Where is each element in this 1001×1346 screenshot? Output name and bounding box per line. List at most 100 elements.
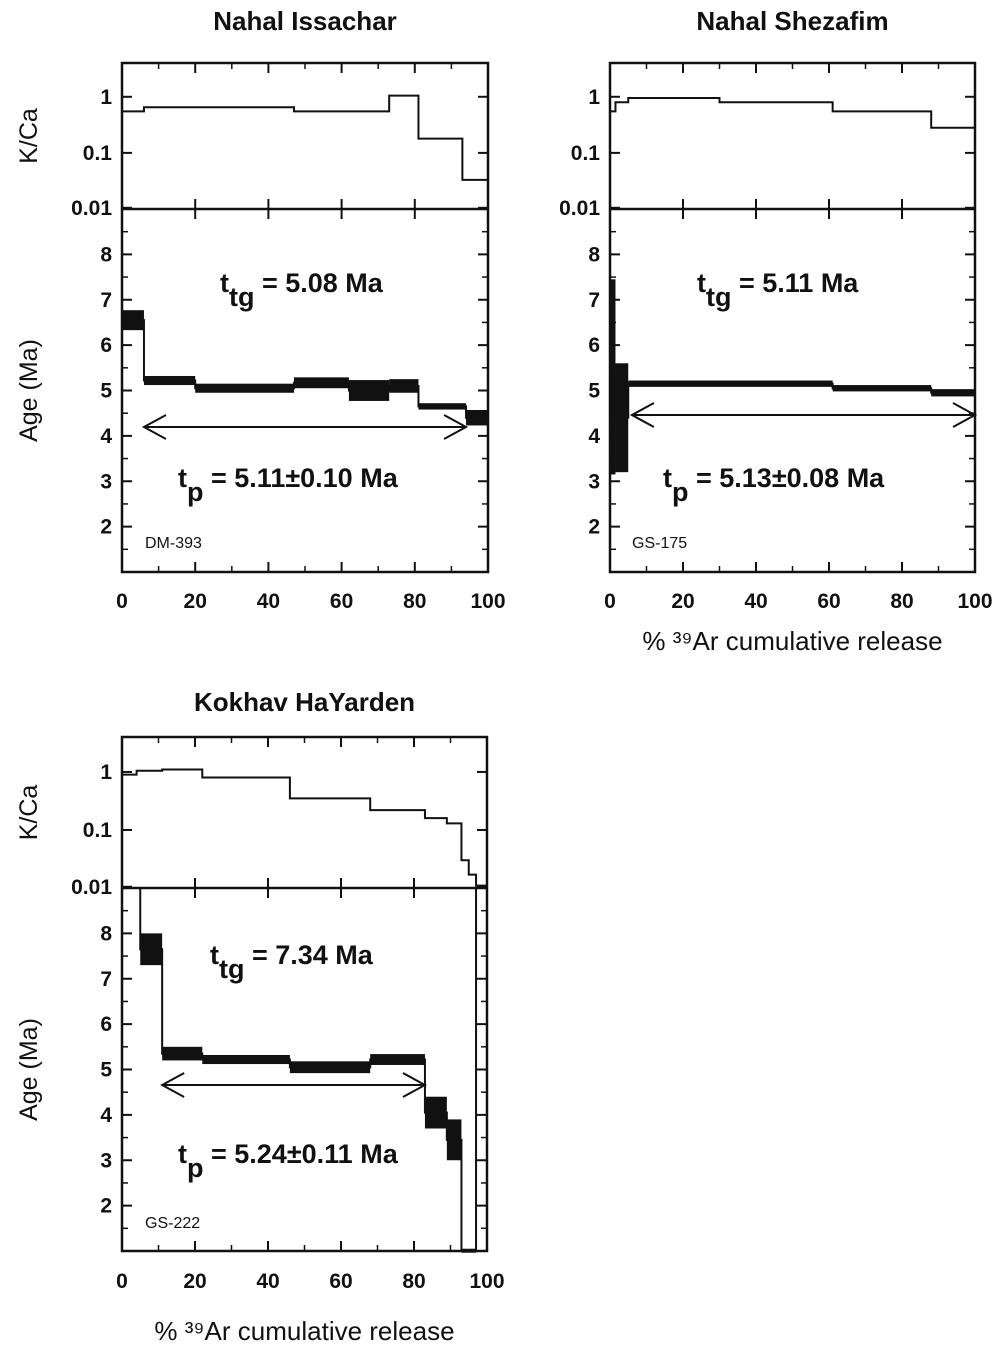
x-tick-label: 0 — [116, 1270, 128, 1293]
y-tick-label: 5 — [100, 1059, 112, 1082]
y-tick-label: 0.1 — [83, 819, 113, 842]
y-tick-label: 0.01 — [71, 197, 112, 220]
chart-1: Nahal Issachar 0 20 40 60 80 100 0.01 0.1 1 2 3 4 5 6 7… — [15, 6, 506, 613]
age-step-box — [418, 403, 467, 410]
y-tick-label: 1 — [100, 761, 112, 784]
y-tick-label: 3 — [100, 470, 112, 493]
total-gas-age-label: ttg = 7.34 Ma — [210, 940, 374, 984]
chart-title: Nahal Shezafim — [696, 6, 888, 36]
x-axis-label: % ³⁹Ar cumulative release — [154, 1316, 454, 1346]
y-tick-label: 1 — [100, 86, 112, 109]
y-tick-label: 7 — [100, 289, 112, 312]
plateau-arrowhead-left — [160, 1072, 185, 1098]
x-tick-label: 40 — [744, 590, 767, 613]
y-tick-label: 8 — [588, 243, 600, 266]
y-tick-label: 6 — [100, 1013, 112, 1036]
x-tick-label: 40 — [257, 590, 280, 613]
y-tick-label: 1 — [588, 86, 600, 109]
y-tick-label: 3 — [100, 1149, 112, 1172]
age-step-box — [628, 380, 833, 387]
y-tick-label: 4 — [100, 425, 112, 448]
age-step-box — [122, 310, 144, 331]
age-step-box — [143, 375, 196, 386]
x-tick-label: 100 — [469, 1270, 504, 1293]
age-step-box — [931, 389, 975, 397]
top-y-axis-label: K/Ca — [15, 785, 43, 841]
age-step-box — [610, 279, 616, 475]
x-tick-label: 20 — [671, 590, 694, 613]
x-tick-label: 100 — [957, 590, 992, 613]
x-tick-label: 60 — [817, 590, 840, 613]
sample-label: DM-393 — [145, 535, 202, 552]
age-step-box — [461, 1248, 469, 1253]
x-tick-label: 60 — [329, 1270, 352, 1293]
plateau-arrowhead-right — [952, 402, 978, 428]
plateau-arrowhead-right — [402, 1072, 428, 1098]
y-tick-label: 2 — [100, 516, 112, 539]
y-tick-label: 2 — [588, 516, 600, 539]
plot-frame — [120, 735, 489, 1253]
plateau-age-label: tp = 5.24±0.11 Ma — [178, 1139, 399, 1183]
y-tick-label: 6 — [100, 334, 112, 357]
chart-2: Nahal Shezafim 0 20 40 60 80 100 0.01 0.1 1 2 3 4 5 6 7… — [559, 6, 992, 656]
plateau-arrowhead-left — [141, 414, 167, 440]
age-step-box — [289, 1061, 371, 1074]
total-gas-age-label: ttg = 5.08 Ma — [220, 268, 384, 312]
age-step-box — [424, 1096, 447, 1129]
x-tick-label: 20 — [183, 1270, 206, 1293]
x-tick-label: 0 — [604, 590, 616, 613]
chart-3: Kokhav HaYarden 0 20 40 60 80 100 0.01 0.1 1 2 3 4 5 6… — [15, 687, 505, 1346]
y-tick-label: 7 — [100, 968, 112, 991]
sample-label: GS-175 — [632, 535, 687, 552]
x-tick-label: 80 — [890, 590, 913, 613]
y-tick-label: 4 — [588, 425, 600, 448]
y-tick-label: 7 — [588, 289, 600, 312]
total-gas-age-label: ttg = 5.11 Ma — [697, 268, 859, 312]
age-step-box — [468, 1248, 477, 1253]
kca-step-line — [610, 97, 975, 129]
age-step-box — [466, 410, 488, 426]
age-step-box — [389, 379, 419, 393]
y-tick-label: 0.1 — [571, 142, 601, 165]
y-tick-label: 5 — [588, 380, 600, 403]
age-step-box — [294, 377, 349, 389]
x-tick-label: 60 — [330, 590, 353, 613]
plateau-arrowhead-left — [629, 402, 655, 428]
x-tick-label: 80 — [403, 590, 426, 613]
age-step-box — [832, 385, 932, 392]
plot-frame — [608, 61, 977, 574]
top-y-axis-label: K/Ca — [15, 108, 43, 164]
x-tick-label: 80 — [402, 1270, 425, 1293]
bottom-y-axis-label: Age (Ma) — [15, 339, 43, 442]
age-step-box — [370, 1054, 425, 1065]
y-tick-label: 3 — [588, 470, 600, 493]
x-tick-label: 20 — [184, 590, 207, 613]
x-axis-label: % ³⁹Ar cumulative release — [642, 626, 942, 656]
x-tick-label: 40 — [256, 1270, 279, 1293]
age-step-box — [195, 383, 295, 393]
age-step-box — [348, 380, 390, 401]
y-tick-label: 0.01 — [559, 197, 600, 220]
age-step-box — [446, 1119, 462, 1161]
kca-step-line — [122, 768, 487, 887]
chart-title: Nahal Issachar — [213, 6, 397, 36]
age-step-box — [140, 933, 163, 966]
x-tick-label: 0 — [116, 590, 128, 613]
y-tick-label: 4 — [100, 1104, 112, 1127]
kca-step-line — [122, 94, 488, 181]
y-tick-label: 0.01 — [71, 876, 112, 899]
plateau-age-label: tp = 5.13±0.08 Ma — [663, 463, 885, 507]
age-spectrum-outline — [122, 319, 488, 419]
sample-label: GS-222 — [145, 1215, 200, 1232]
plateau-age-label: tp = 5.11±0.10 Ma — [178, 463, 399, 507]
y-tick-label: 5 — [100, 380, 112, 403]
age-step-box — [615, 363, 629, 473]
x-tick-label: 100 — [470, 590, 505, 613]
age-step-box — [162, 1046, 203, 1061]
plateau-arrowhead-right — [443, 414, 469, 440]
y-tick-label: 2 — [100, 1195, 112, 1218]
age-step-box — [202, 1054, 290, 1065]
bottom-y-axis-label: Age (Ma) — [15, 1018, 43, 1121]
chart-title: Kokhav HaYarden — [194, 687, 415, 717]
